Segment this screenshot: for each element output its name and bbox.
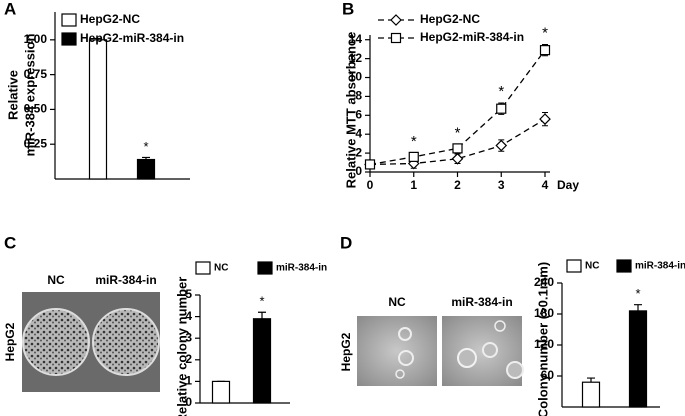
y-tick-label: 0 — [185, 395, 192, 409]
significance: * — [143, 139, 148, 154]
marker — [452, 143, 463, 154]
marker — [496, 103, 507, 114]
legend-label: miR-384-in — [635, 261, 685, 272]
y-tick-label: 0.75 — [24, 67, 48, 81]
y-tick-label: 1.00 — [24, 32, 48, 46]
y-axis-label: Colony number (>0.1mm) — [535, 262, 550, 416]
error-bar — [634, 304, 642, 311]
bar — [211, 380, 231, 404]
y-tick-label: 0.25 — [24, 136, 48, 150]
image-label: NC — [388, 295, 406, 309]
significance: * — [455, 125, 461, 142]
legend-label: HepG2-miR-384-in — [420, 30, 524, 44]
y-tick-label: 0.50 — [24, 102, 48, 116]
legend-swatch — [195, 261, 211, 275]
significance: * — [542, 24, 548, 41]
y-tick-label: 6 — [355, 107, 362, 121]
significance: * — [498, 83, 504, 100]
image-side-label: HepG2 — [339, 332, 353, 371]
legend-label: HepG2-NC — [420, 12, 480, 26]
y-axis-label: Relative colony number — [174, 277, 189, 416]
y-tick-label: 0 — [355, 164, 362, 178]
significance: * — [259, 294, 264, 309]
marker — [408, 151, 419, 162]
micrograph — [357, 316, 437, 386]
line — [369, 118, 546, 166]
y-tick-label: 5 — [185, 287, 192, 301]
marker — [539, 45, 551, 56]
bar — [136, 158, 156, 180]
legend-label: NC — [585, 261, 599, 272]
y-tick-label: 240 — [534, 275, 554, 289]
x-tick-label: 2 — [454, 178, 461, 192]
panel-letter: C — [4, 233, 16, 252]
marker — [364, 159, 376, 170]
error-bar — [258, 311, 266, 319]
significance: * — [635, 286, 640, 301]
plate-photo — [22, 292, 160, 392]
error-bar — [94, 37, 102, 40]
y-tick-label: 14 — [349, 32, 363, 46]
y-tick-label: 2 — [355, 145, 362, 159]
y-tick-label: 60 — [541, 368, 555, 382]
x-axis-label: Day — [557, 178, 579, 192]
legend-label: HepG2-miR-384-in — [80, 31, 184, 45]
image-side-label: HepG2 — [3, 322, 17, 361]
legend-swatch — [257, 261, 273, 275]
y-axis-label: Relative MTT absorbance — [343, 32, 358, 189]
y-tick-label: 1 — [185, 374, 192, 388]
legend-marker — [390, 14, 402, 26]
y-tick-label: 120 — [534, 337, 554, 351]
bar — [88, 39, 108, 180]
y-tick-label: 10 — [349, 70, 363, 84]
y-tick-label: 4 — [355, 126, 362, 140]
panel-letter: A — [4, 0, 16, 18]
y-tick-label: 8 — [355, 89, 362, 103]
legend-label: NC — [214, 263, 228, 274]
bar — [581, 381, 601, 408]
panel-letter: D — [340, 233, 352, 252]
y-tick-label: 2 — [185, 352, 192, 366]
legend-label: HepG2-NC — [80, 12, 140, 26]
y-axis-label: miR-384 expression — [22, 34, 37, 157]
marker — [451, 152, 464, 165]
error-bar — [142, 156, 150, 160]
bar — [628, 310, 648, 408]
x-tick-label: 1 — [410, 178, 417, 192]
marker — [539, 113, 551, 125]
line — [369, 49, 546, 166]
y-tick-label: 12 — [349, 51, 363, 65]
y-tick-label: 180 — [534, 306, 554, 320]
image-label: miR-384-in — [451, 295, 512, 309]
legend-swatch — [566, 259, 582, 273]
image-label: NC — [47, 273, 65, 287]
significance: * — [411, 133, 417, 150]
y-tick-label: 4 — [185, 309, 192, 323]
y-axis-label: Relative — [5, 70, 20, 120]
legend-marker — [390, 32, 402, 44]
micrograph — [442, 316, 524, 386]
legend-swatch — [61, 32, 77, 46]
x-tick-label: 4 — [542, 178, 549, 192]
legend-label: miR-384-in — [276, 263, 327, 274]
legend-swatch — [616, 259, 632, 273]
image-label: miR-384-in — [95, 273, 156, 287]
error-bar — [587, 377, 595, 383]
bar — [252, 318, 272, 404]
x-tick-label: 0 — [367, 178, 374, 192]
legend-swatch — [61, 13, 77, 27]
panel-letter: B — [342, 0, 354, 18]
x-tick-label: 3 — [498, 178, 505, 192]
marker — [495, 139, 508, 152]
y-tick-label: 3 — [185, 330, 192, 344]
